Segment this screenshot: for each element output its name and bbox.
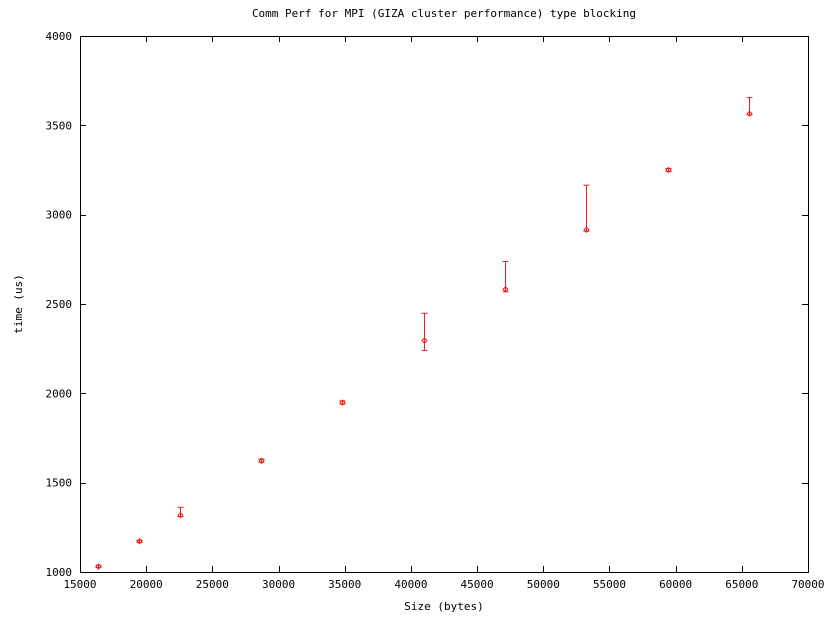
y-axis-label: time (us) [12,274,25,334]
y-tick-label: 4000 [46,30,73,43]
x-tick-label: 25000 [196,578,229,591]
x-tick-label: 35000 [328,578,361,591]
x-tick-label: 60000 [659,578,692,591]
axis-ticks: 15000 20000 25000 30000 35000 40000 45000 50000… [46,30,825,591]
x-tick-label: 20000 [130,578,163,591]
data-point [177,506,184,519]
plot-frame [80,36,809,573]
point-marker [665,166,672,174]
data-point [95,563,102,570]
point-marker [258,457,265,465]
x-tick-label: 45000 [461,578,494,591]
point-marker [136,538,143,545]
y-tick-label: 2500 [46,298,73,311]
chart-title: Comm Perf for MPI (GIZA cluster performa… [252,7,636,20]
y-tick-label: 2000 [46,387,73,400]
point-marker [177,511,184,519]
x-tick-label: 70000 [791,578,824,591]
point-marker [502,286,509,293]
data-point [583,184,590,234]
data-point [665,166,672,174]
point-marker [746,110,753,117]
x-axis-label: Size (bytes) [404,600,483,613]
data-point [136,538,143,545]
data-point [421,312,428,351]
x-tick-label: 65000 [725,578,758,591]
y-tick-label: 1500 [46,477,73,490]
x-tick-label: 55000 [593,578,626,591]
y-tick-label: 1000 [46,566,73,579]
y-tick-label: 3000 [46,209,73,222]
x-tick-label: 15000 [63,578,96,591]
point-marker [95,563,102,570]
y-tick-label: 3500 [46,119,73,132]
point-marker [421,337,428,344]
data-point [746,97,753,117]
data-point [502,260,509,293]
x-tick-label: 50000 [527,578,560,591]
point-marker [583,226,590,234]
data-points [95,97,753,570]
data-point [339,399,346,406]
data-point [258,457,265,465]
x-tick-label: 40000 [394,578,427,591]
x-tick-label: 30000 [262,578,295,591]
point-marker [339,399,346,406]
